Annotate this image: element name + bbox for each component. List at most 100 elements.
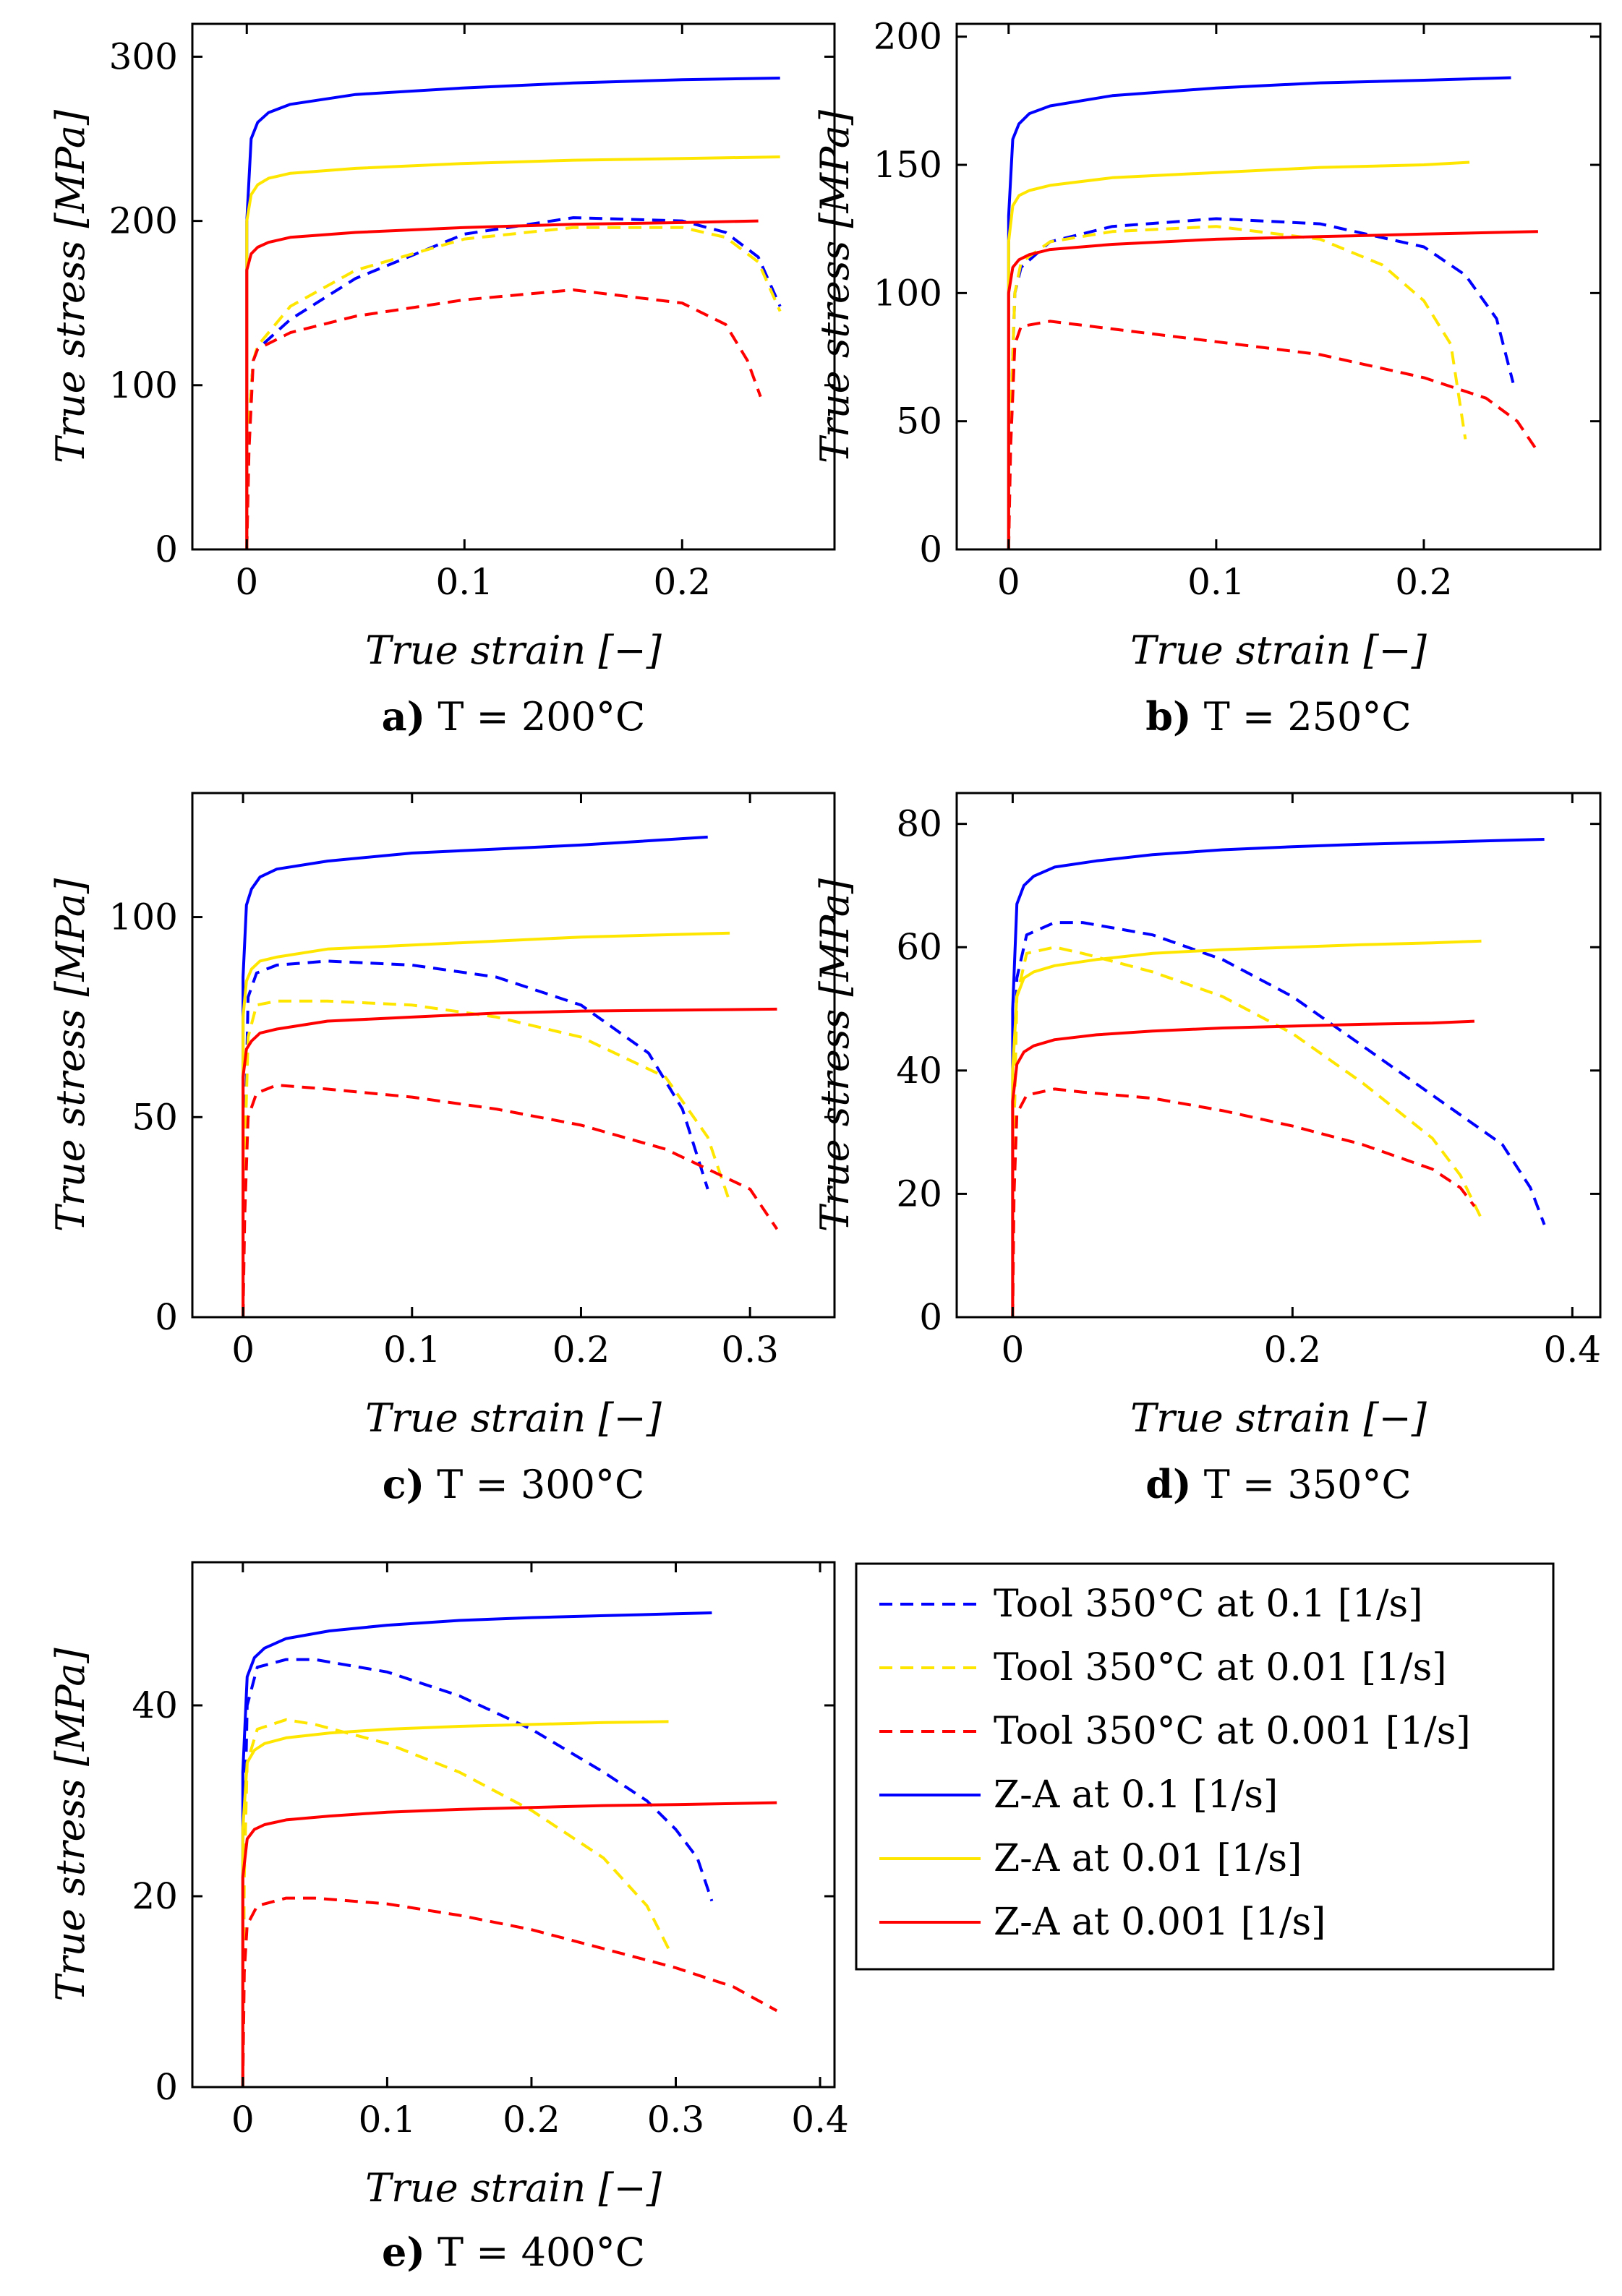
x-axis-label: True strain [−] xyxy=(365,1395,662,1441)
series-group xyxy=(1007,76,1540,549)
series-line-tool-0 xyxy=(1011,921,1546,1317)
series-line-tool-1 xyxy=(241,1718,670,2087)
x-tick-label: 0.2 xyxy=(654,561,712,603)
y-tick-label: 50 xyxy=(896,400,942,442)
y-tick-label: 0 xyxy=(155,528,178,570)
x-tick-label: 0.2 xyxy=(1395,561,1453,603)
x-tick-label: 0 xyxy=(997,561,1020,603)
x-tick-label: 0.1 xyxy=(359,2099,417,2141)
series-line-tool-2 xyxy=(1007,320,1540,549)
chart-caption: c) T = 300°C xyxy=(383,1461,645,1507)
series-group xyxy=(245,77,782,549)
chart-caption: a) T = 200°C xyxy=(382,693,646,740)
chart-caption: d) T = 350°C xyxy=(1145,1461,1411,1507)
x-tick-label: 0.4 xyxy=(791,2099,849,2141)
legend-entry-label: Z-A at 0.1 [1/s] xyxy=(994,1773,1278,1817)
y-axis-label: True stress [MPa] xyxy=(48,109,93,463)
x-axis-label: True strain [−] xyxy=(365,627,662,673)
series-line-tool-2 xyxy=(242,1084,779,1317)
caption-text: T = 350°C xyxy=(1192,1462,1412,1507)
series-group xyxy=(1011,838,1546,1317)
series-line-tool-1 xyxy=(1007,225,1467,549)
series-line-za-3 xyxy=(242,835,708,1317)
y-tick-label: 200 xyxy=(109,200,178,242)
chart-panel-1: 0 0.1 0.2 0 50 100 150 200 True strain [−] True s… xyxy=(812,16,1602,740)
y-tick-label: 60 xyxy=(896,926,942,968)
series-line-za-4 xyxy=(245,155,780,549)
x-axis-label: True strain [−] xyxy=(365,2165,662,2211)
series-line-tool-2 xyxy=(241,1896,778,2087)
x-tick-label: 0.4 xyxy=(1544,1329,1602,1371)
caption-prefix: e) xyxy=(382,2229,425,2275)
x-axis-label: True strain [−] xyxy=(1130,1395,1427,1441)
series-line-tool-0 xyxy=(241,1658,714,2087)
legend-entry-label: Z-A at 0.01 [1/s] xyxy=(994,1837,1302,1880)
legend: Tool 350°C at 0.1 [1/s] Tool 350°C at 0.0… xyxy=(855,1562,1555,1971)
y-axis-label: True stress [MPa] xyxy=(48,878,93,1232)
chart-panel-0: 0 0.1 0.2 0 100 200 300 True strain [−] True str… xyxy=(48,22,836,740)
x-tick-label: 0 xyxy=(231,2099,255,2141)
chart-panel-3: 0 0.2 0.4 0 20 40 60 80 True strain [−] True stre… xyxy=(812,792,1602,1507)
series-line-za-3 xyxy=(241,1611,712,2087)
series-line-za-5 xyxy=(1007,230,1538,549)
x-tick-label: 0.2 xyxy=(1264,1329,1322,1371)
y-tick-label: 300 xyxy=(109,35,178,77)
legend-entry-label: Z-A at 0.001 [1/s] xyxy=(994,1901,1326,1944)
y-tick-label: 0 xyxy=(919,1296,942,1338)
x-tick-label: 0.2 xyxy=(503,2099,560,2141)
plot-frame xyxy=(191,22,836,551)
x-tick-label: 0 xyxy=(231,1329,255,1371)
series-line-tool-1 xyxy=(242,999,730,1317)
x-tick-label: 0.1 xyxy=(436,561,494,603)
caption-prefix: c) xyxy=(383,1461,424,1507)
series-line-tool-1 xyxy=(1011,946,1483,1317)
series-line-za-4 xyxy=(1007,160,1470,549)
caption-text: T = 250°C xyxy=(1192,694,1412,740)
caption-prefix: b) xyxy=(1145,693,1191,740)
y-tick-label: 50 xyxy=(132,1096,178,1138)
x-tick-label: 0 xyxy=(1001,1329,1024,1371)
chart-panel-2: 0 0.1 0.2 0.3 0 50 100 True strain [−] True stre… xyxy=(48,792,836,1507)
y-tick-label: 40 xyxy=(896,1050,942,1092)
series-line-za-4 xyxy=(1011,939,1482,1317)
series-line-za-3 xyxy=(245,77,780,549)
y-tick-label: 40 xyxy=(132,1684,178,1726)
x-tick-label: 0.3 xyxy=(721,1329,779,1371)
y-axis-label: True stress [MPa] xyxy=(48,1648,93,2002)
y-tick-label: 100 xyxy=(109,364,178,406)
x-tick-label: 0.2 xyxy=(552,1329,610,1371)
chart-caption: e) T = 400°C xyxy=(382,2229,645,2275)
chart-panel-4: 0 0.1 0.2 0.3 0.4 0 20 40 True strain [−] True st… xyxy=(48,1561,849,2275)
plot-frame xyxy=(955,792,1602,1319)
series-line-za-3 xyxy=(1007,76,1511,549)
legend-entry-label: Tool 350°C at 0.01 [1/s] xyxy=(994,1646,1447,1689)
y-tick-label: 200 xyxy=(874,16,942,58)
caption-prefix: d) xyxy=(1145,1461,1191,1507)
legend-entry-label: Tool 350°C at 0.001 [1/s] xyxy=(994,1710,1471,1753)
y-tick-label: 100 xyxy=(109,896,178,938)
series-line-za-5 xyxy=(241,1801,777,2087)
x-tick-label: 0.3 xyxy=(647,2099,705,2141)
legend-frame xyxy=(855,1562,1555,1971)
y-tick-label: 0 xyxy=(919,528,942,570)
series-line-za-4 xyxy=(242,931,730,1317)
series-line-tool-2 xyxy=(245,288,762,549)
plot-frame xyxy=(191,1561,836,2089)
chart-caption: b) T = 250°C xyxy=(1145,693,1411,740)
series-line-tool-0 xyxy=(245,216,782,549)
series-line-tool-0 xyxy=(1007,217,1515,549)
legend-entry-label: Tool 350°C at 0.1 [1/s] xyxy=(994,1582,1423,1626)
series-group xyxy=(242,835,779,1317)
series-line-za-4 xyxy=(241,1720,669,2087)
caption-prefix: a) xyxy=(382,693,426,740)
series-group xyxy=(241,1611,778,2087)
y-tick-label: 20 xyxy=(896,1173,942,1215)
y-axis-label: True stress [MPa] xyxy=(812,878,858,1232)
y-tick-label: 0 xyxy=(155,2066,178,2108)
y-tick-label: 150 xyxy=(874,144,942,186)
x-tick-label: 0.1 xyxy=(1187,561,1245,603)
caption-text: T = 200°C xyxy=(425,694,645,740)
plot-frame xyxy=(191,792,836,1319)
series-line-tool-1 xyxy=(245,226,782,549)
